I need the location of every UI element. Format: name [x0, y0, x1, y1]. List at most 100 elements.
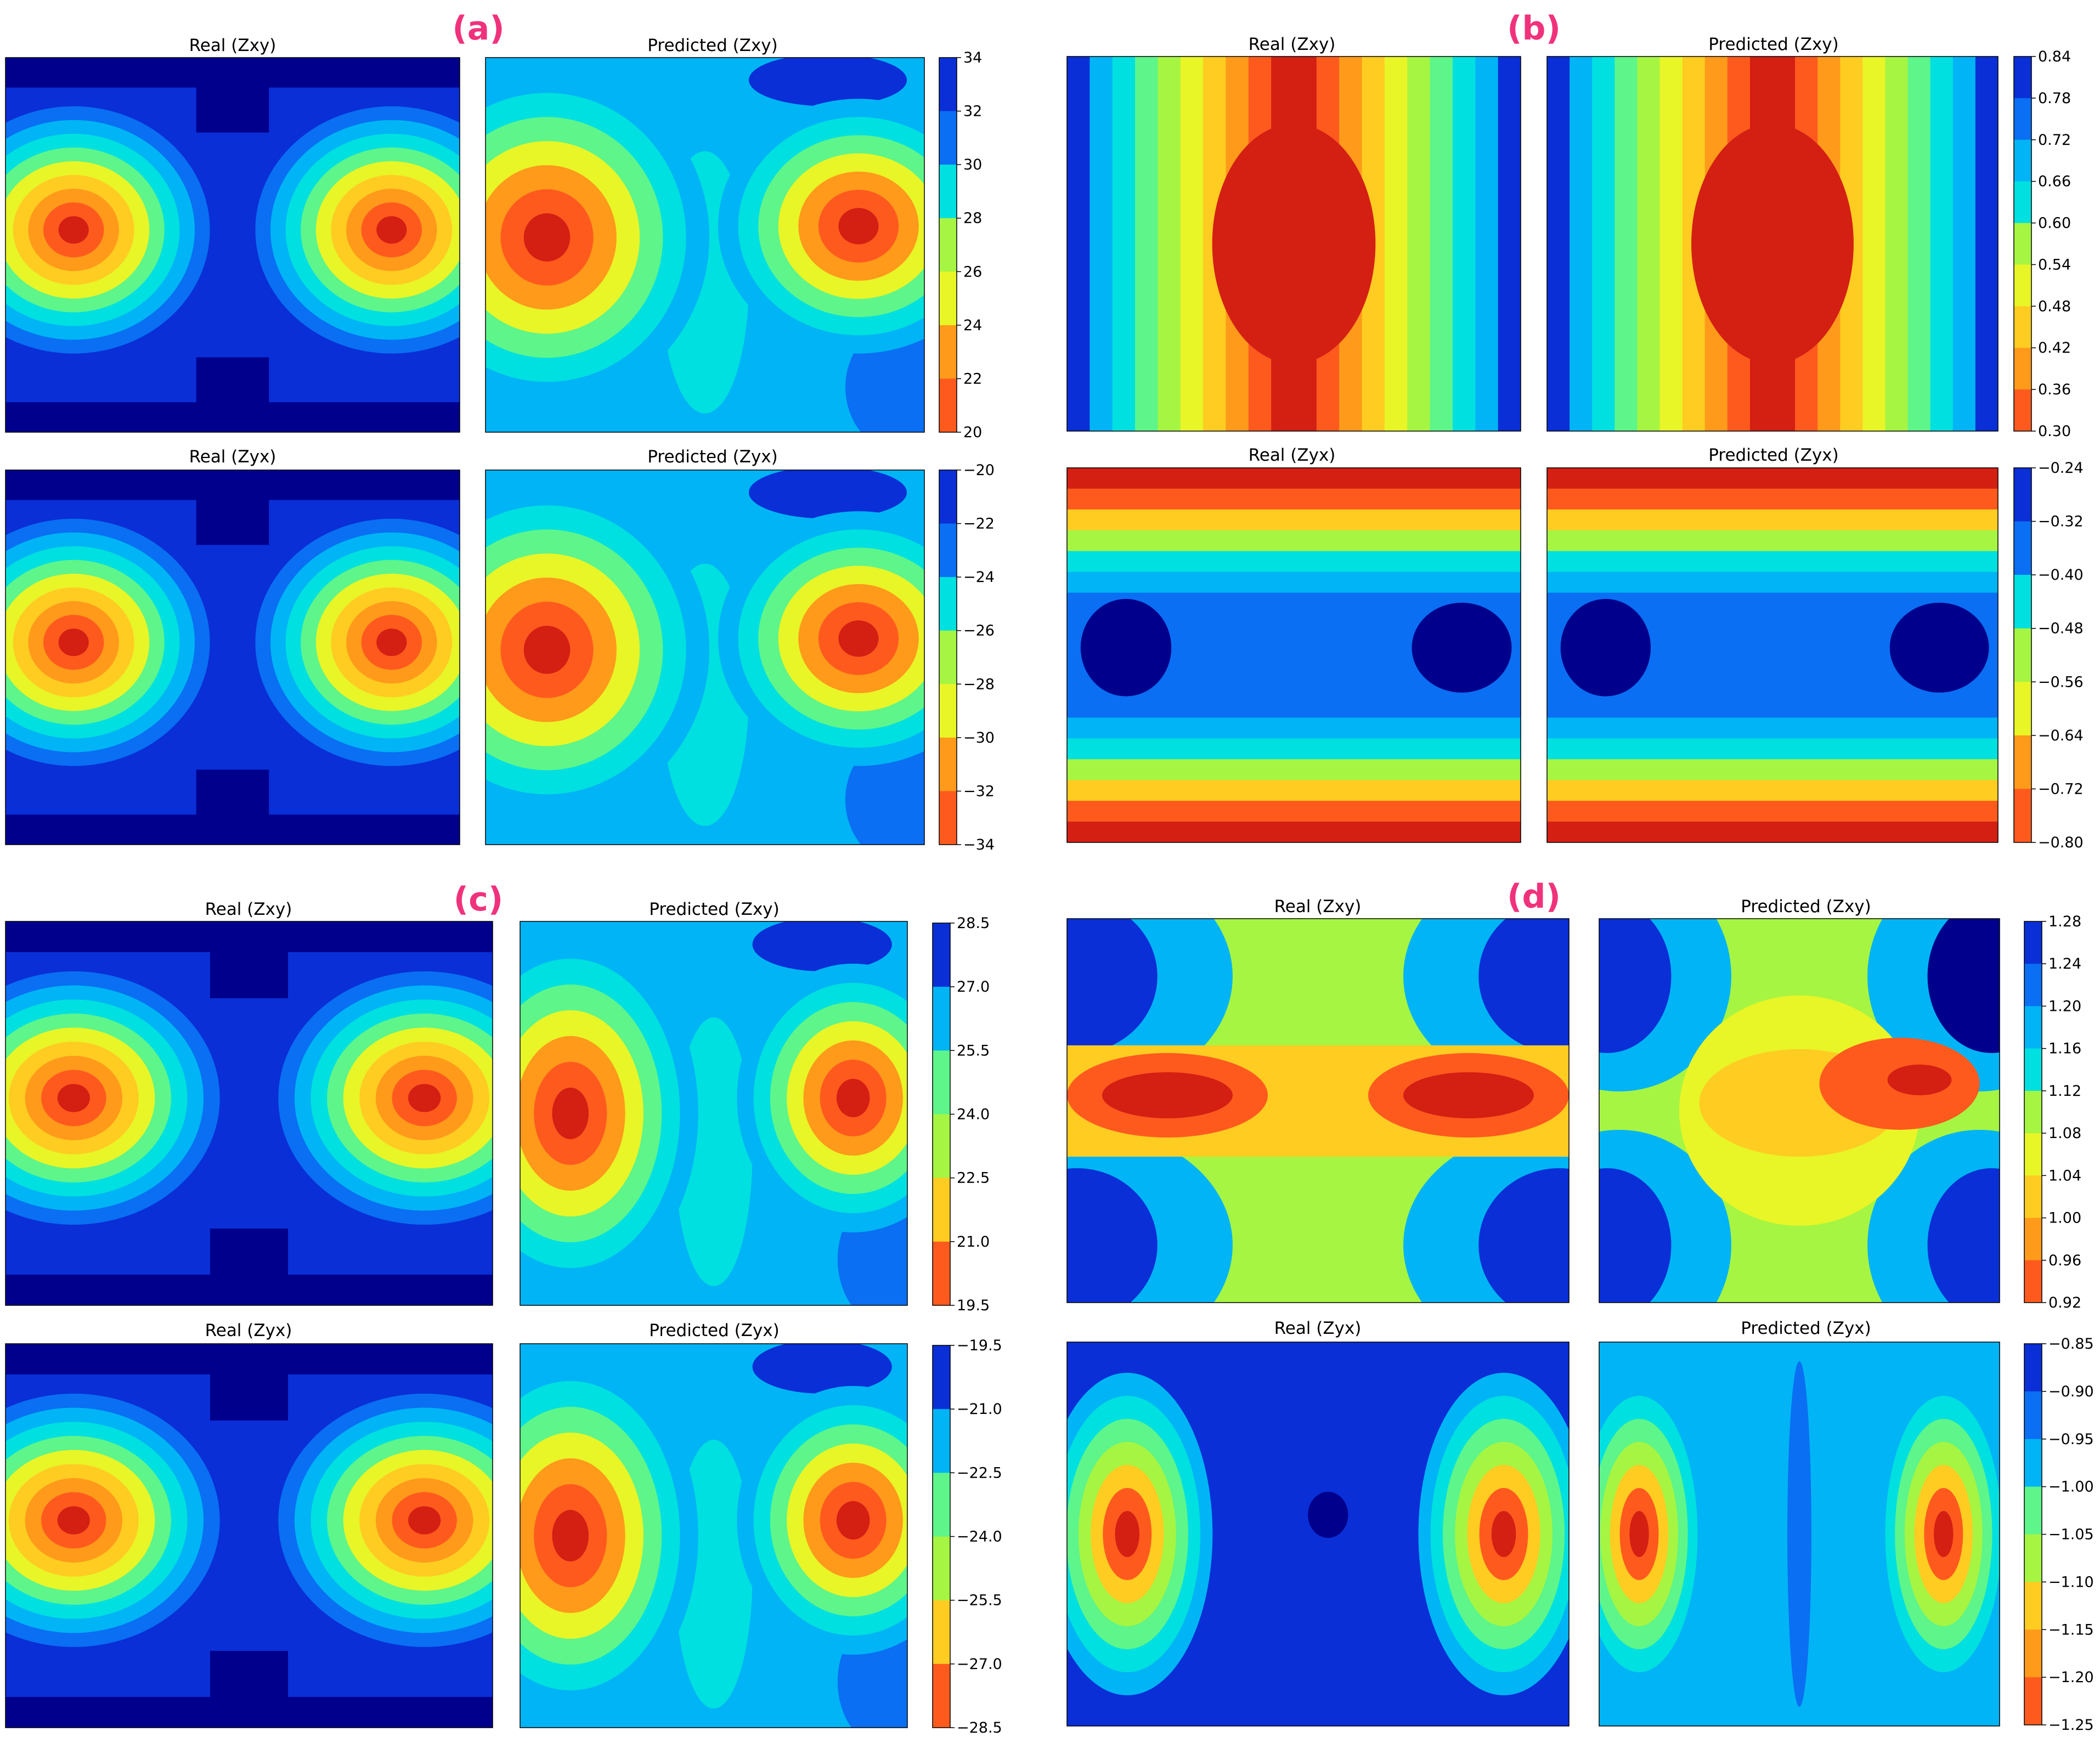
colorbar-tick-label: 0.78 [2038, 90, 2071, 107]
horizontal-band-4 [1067, 551, 1521, 573]
colorbar-band [2014, 735, 2031, 789]
side-blob-1-level-11 [1491, 1511, 1516, 1557]
horizontal-band-3 [1067, 530, 1521, 552]
colorbar-tick-label: −30 [963, 729, 995, 746]
heatmap-3 [485, 469, 925, 845]
heatmap-9 [520, 921, 908, 1306]
colorbar-tick-label: 0.92 [2048, 1294, 2081, 1311]
plot-frame [1546, 56, 1999, 432]
colorbar-band [2024, 1090, 2042, 1134]
colorbar-band [2024, 1534, 2042, 1582]
colorbar-band [933, 1178, 950, 1242]
low-spot [1308, 1492, 1348, 1538]
colorbar-tick-label: −1.05 [2048, 1526, 2094, 1543]
colorbar-tick-label: 20 [963, 424, 982, 441]
horizontal-band-12 [1067, 717, 1521, 739]
vertical-band-18 [1952, 56, 1976, 431]
colorbar-tick-label: −32 [963, 783, 995, 800]
colorbar-tick-label: −0.85 [2048, 1335, 2094, 1352]
contour-level-corner [752, 1344, 892, 1394]
vertical-band-2 [1592, 56, 1616, 431]
colorbar-tick-label: −1.10 [2048, 1574, 2094, 1591]
colorbar-tick-label: 0.84 [2038, 48, 2071, 65]
blob-1-level-11 [838, 620, 879, 657]
colorbar-5: −19.5 −21.0 −22.5 −24.0 −25.5 −27.0 −28.5 [932, 1337, 1002, 1736]
colorbar-band [939, 378, 957, 433]
colorbar-band [2014, 468, 2031, 522]
heatmap-2 [5, 469, 460, 845]
colorbar-tick-label: −0.24 [2038, 460, 2084, 477]
heatmap-15 [1599, 1342, 2000, 1727]
center-core-right [1887, 1065, 1952, 1095]
corner-core [1599, 1168, 1672, 1303]
colorbar-frame [2013, 56, 2032, 432]
title-a-pred-zyx: Predicted (Zyx) [647, 447, 778, 467]
title-b-pred-zyx: Predicted (Zyx) [1708, 445, 1839, 465]
colorbar-band [2024, 1677, 2042, 1725]
colorbar-tick-label: 22.5 [957, 1170, 990, 1187]
colorbar-tick-label: 24.0 [957, 1106, 990, 1123]
horizontal-band-17 [1547, 822, 1998, 842]
contour-band-top-notch [210, 921, 289, 998]
colorbar-band [933, 1114, 950, 1179]
colorbar-band [2024, 1439, 2042, 1487]
contour-band-top-notch [196, 470, 269, 545]
title-b-real-zxy: Real (Zxy) [1249, 35, 1336, 54]
colorbar-tick-label: −0.64 [2038, 727, 2084, 744]
heatmap-11 [520, 1343, 908, 1728]
colorbar-band [939, 737, 957, 791]
colorbar-band [2024, 1175, 2042, 1219]
blob-0-level-11 [57, 1084, 90, 1112]
colorbar-frame [2013, 467, 2032, 843]
colorbar-band [933, 1241, 950, 1306]
low-blob-left [1560, 599, 1651, 697]
horizontal-band-17 [1067, 822, 1521, 842]
colorbar-tick-label: 21.0 [957, 1233, 990, 1250]
horizontal-band-15 [1547, 780, 1998, 801]
horizontal-band-0 [1547, 468, 1998, 489]
colorbar-band [2014, 789, 2031, 843]
colorbar-band [933, 1663, 950, 1728]
panel-label-d: (d) [1507, 878, 1561, 916]
colorbar-band [939, 165, 957, 219]
corner-core [1478, 1168, 1569, 1303]
colorbar-tick-label: 1.20 [2048, 998, 2081, 1015]
colorbar-band [933, 923, 950, 987]
horizontal-band-11 [1547, 697, 1998, 718]
colorbar-band [2024, 1048, 2042, 1091]
vertical-band-17 [1452, 56, 1476, 431]
colorbar-tick-label: 26 [963, 263, 982, 280]
horizontal-band-5 [1067, 571, 1521, 593]
colorbar-band [2024, 1582, 2042, 1630]
blob-1-level-11 [408, 1084, 441, 1112]
vertical-band-5 [1180, 56, 1204, 431]
heatmap-5 [1546, 56, 1999, 432]
colorbar-band [2024, 1391, 2042, 1440]
colorbar-tick-label: 24 [963, 317, 982, 334]
plot-frame [1546, 467, 1999, 843]
colorbar-tick-label: −22 [963, 516, 995, 533]
contour-band-bottom-notch [196, 357, 269, 432]
blob-1-level-11 [836, 1079, 870, 1117]
colorbar-1: −20 −22 −24 −26 −28 −30 −32 −34 [939, 462, 995, 853]
blob-0-level-11 [523, 213, 571, 262]
vertical-band-19 [1975, 56, 1998, 431]
vertical-band-3 [1135, 56, 1159, 431]
blob-0-level-11 [58, 216, 89, 244]
contour-band-bottom-notch [210, 1651, 289, 1728]
blob-1-level-11 [836, 1501, 870, 1540]
title-c-real-zyx: Real (Zyx) [205, 1321, 292, 1340]
blob-0-level-11 [552, 1510, 589, 1561]
colorbar-tick-label: −0.80 [2038, 834, 2084, 851]
heatmap-8 [5, 921, 493, 1306]
title-c-pred-zxy: Predicted (Zxy) [649, 899, 780, 919]
colorbar-tick-label: −22.5 [957, 1464, 1002, 1481]
colorbar-tick-label: 0.36 [2038, 381, 2071, 398]
vertical-band-14 [1862, 56, 1886, 431]
vertical-band-1 [1570, 56, 1593, 431]
heatmap-10 [5, 1343, 493, 1728]
colorbar-tick-label: 1.16 [2048, 1040, 2081, 1057]
colorbar-tick-label: 34 [963, 49, 982, 66]
colorbar-tick-label: −27.0 [957, 1656, 1002, 1673]
colorbar-tick-label: −25.5 [957, 1592, 1002, 1609]
